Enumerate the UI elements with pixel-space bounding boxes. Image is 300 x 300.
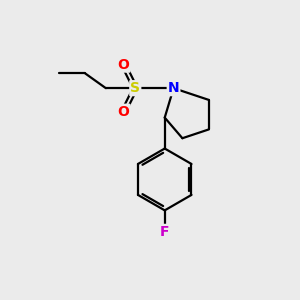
Text: O: O xyxy=(118,105,129,119)
Text: S: S xyxy=(130,81,140,95)
Text: N: N xyxy=(168,81,179,95)
Text: F: F xyxy=(160,225,169,239)
Text: O: O xyxy=(118,58,129,72)
